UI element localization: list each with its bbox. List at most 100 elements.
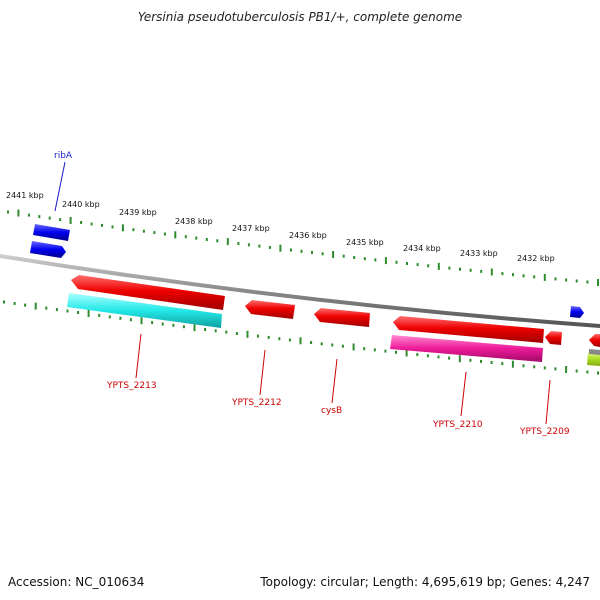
scale-tick-minor [341,344,344,348]
gene-feature-YPTS_2209[interactable] [545,331,562,345]
misc-feature-cyan[interactable] [67,293,222,328]
scale-label: 2435 kbp [346,238,384,247]
scale-tick-minor [288,338,291,342]
scale-tick-major [405,349,408,357]
scale-tick-minor [204,328,207,331]
scale-tick-major [511,360,514,368]
scale-tick-minor [45,306,48,310]
misc-feature-grey[interactable] [589,349,600,355]
misc-feature-lime[interactable] [587,352,600,366]
scale-tick-minor [98,313,101,317]
scale-tick-minor [214,329,217,333]
scale-tick-minor [533,365,536,369]
scale-tick-minor [267,335,270,339]
gene-feature-forward[interactable] [570,306,584,318]
scale-tick-major [17,209,20,217]
scale-tick-minor [437,355,440,359]
misc-feature-pink[interactable] [390,335,543,362]
scale-tick-major [140,317,143,325]
scale-tick-minor [448,266,451,270]
scale-tick-major [34,302,37,310]
scale-tick-minor [142,229,145,233]
scale-tick-minor [522,364,525,368]
accession-text: Accession: NC_010634 [8,575,145,589]
scale-tick-minor [342,254,345,258]
scale-tick-minor [586,370,589,374]
genome-summary-text: Topology: circular; Length: 4,695,619 bp… [260,575,590,589]
scale-tick-minor [565,278,568,282]
scale-tick-minor [66,309,69,313]
misc-features [67,293,600,366]
gene-label-YPTS_2210[interactable]: YPTS_2210 [432,420,483,430]
scale-tick-minor [353,256,356,259]
gene-label-cysB[interactable]: cysB [321,406,342,416]
scale-tick-major [279,244,282,252]
scale-tick-minor [268,245,271,249]
scale-tick-minor [554,277,557,281]
gene-label-YPTS_2213[interactable]: YPTS_2213 [106,381,157,391]
scale-tick-minor [406,262,408,265]
scale-tick-minor [151,321,154,325]
gene-label-ribA[interactable]: ribA [54,151,73,161]
genome-title: Yersinia pseudotuberculosis PB1/+, compl… [137,10,463,24]
scale-tick-minor [163,232,166,236]
leader-line-cysB [331,358,338,404]
scale-tick-minor [48,216,51,220]
scale-tick-minor [374,258,377,262]
gene-feature-reverse[interactable] [589,334,600,347]
scale-tick-major [193,324,196,332]
gene-label-YPTS_2212[interactable]: YPTS_2212 [231,398,282,408]
scale-tick-major [299,337,302,345]
scale-tick-minor [395,260,398,264]
scale-label: 2436 kbp [289,231,327,240]
gene-feature-YPTS_2213[interactable] [71,275,225,310]
scale-tick-minor [80,221,83,224]
leader-line-ribA [54,161,66,212]
gene-feature-forward[interactable] [30,241,66,258]
scale-tick-minor [331,343,334,347]
gene-feature-YPTS_2210[interactable] [393,316,544,343]
scale-tick-minor [7,210,9,214]
scale-tick-minor [38,215,41,219]
gene-label-YPTS_2209[interactable]: YPTS_2209 [519,427,570,437]
scale-label: 2437 kbp [232,224,270,233]
gene-labels: ribA YPTS_2213 YPTS_2212 cysB YPTS_2210 … [54,151,570,437]
scale-tick-minor [258,244,261,248]
gene-feature-ribA[interactable] [33,224,70,241]
leader-line-YPTS_2213 [135,333,142,379]
scale-tick-major [174,231,177,239]
scale-tick-major [69,217,72,224]
scale-label: 2441 kbp [6,191,44,200]
scale-tick-minor [195,236,198,240]
scale-tick-minor [278,337,281,341]
scale-tick-minor [543,366,546,370]
scale-tick-minor [586,280,589,284]
gene-feature-YPTS_2212[interactable] [245,300,295,319]
scale-tick-minor [501,272,504,276]
scale-tick-minor [395,350,397,354]
scale-labels: 2441 kbp 2440 kbp 2439 kbp 2438 kbp 2437… [6,191,555,263]
leader-line-YPTS_2212 [259,349,266,396]
scale-tick-major [332,251,335,258]
scale-tick-minor [459,267,461,271]
scale-tick-minor [512,273,514,277]
scale-tick-minor [490,361,493,364]
scale-tick-minor [13,302,16,305]
scale-tick-minor [416,353,419,357]
scale-tick-major [384,257,387,265]
scale-tick-major [437,262,440,270]
scale-tick-minor [24,303,27,307]
scale-tick-minor [153,231,156,235]
scale-tick-minor [311,251,313,254]
gene-feature-cysB[interactable] [314,308,370,327]
leader-line-YPTS_2210 [460,371,467,417]
scale-tick-major [490,268,493,276]
scale-tick-minor [3,300,5,304]
genome-backbone [0,254,600,328]
scale-label: 2438 kbp [175,217,213,226]
reverse-strand-features [71,275,600,347]
scale-tick-minor [480,359,482,363]
scale-tick-major [543,273,546,281]
scale-tick-minor [384,349,387,353]
scale-tick-minor [216,239,219,243]
